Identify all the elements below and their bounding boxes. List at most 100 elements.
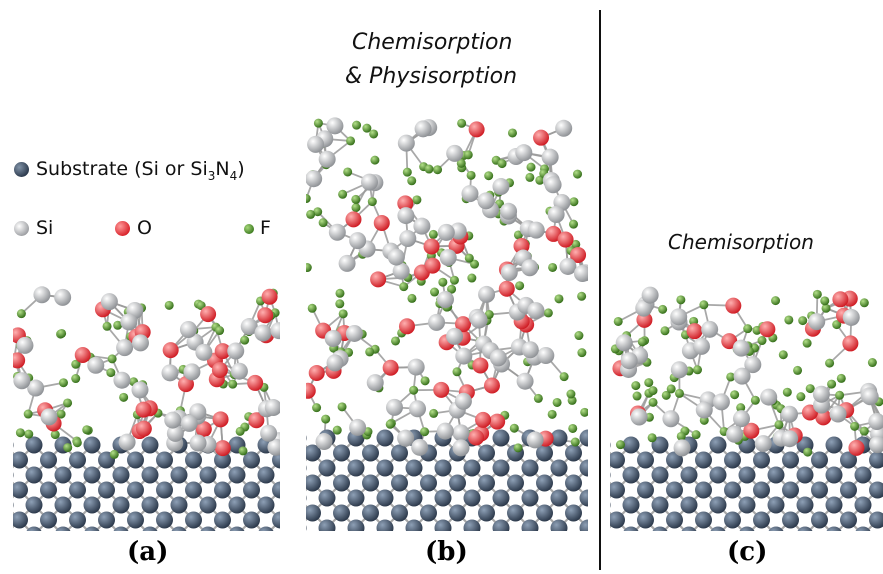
- sub-atom: [565, 474, 582, 492]
- f-atom: [15, 428, 25, 438]
- sub-atom: [869, 451, 883, 469]
- si-atom: [527, 221, 545, 239]
- panel-b-title-line1: Chemisorption: [352, 30, 513, 55]
- f-atom: [338, 189, 348, 199]
- si-atom: [227, 342, 245, 360]
- sub-atom: [521, 489, 539, 507]
- sub-atom: [214, 481, 231, 499]
- f-atom: [72, 438, 82, 448]
- sub-atom: [391, 444, 408, 462]
- sub-atom: [796, 496, 814, 514]
- o-atom: [200, 306, 217, 323]
- f-atom: [559, 372, 569, 382]
- si-atom: [397, 207, 415, 225]
- o-atom: [212, 411, 229, 428]
- f-atom: [802, 338, 812, 348]
- sub-atom: [695, 511, 712, 529]
- si-atom: [500, 202, 518, 220]
- f-atom: [463, 150, 473, 160]
- sub-atom: [13, 451, 28, 469]
- si-atom: [829, 405, 847, 423]
- f-atom: [778, 350, 788, 360]
- f-atom: [827, 379, 837, 389]
- si-atom: [781, 430, 799, 448]
- si-atom: [397, 134, 415, 152]
- si-atom: [454, 392, 472, 410]
- f-atom: [102, 321, 112, 331]
- sub-atom: [13, 472, 14, 478]
- si-atom: [131, 381, 149, 399]
- si-atom: [324, 329, 342, 347]
- f-atom: [365, 347, 375, 357]
- o-atom: [162, 342, 179, 359]
- sub-atom: [610, 481, 625, 499]
- si-atom: [760, 388, 778, 406]
- sub-atom: [112, 496, 130, 514]
- si-atom: [361, 173, 379, 191]
- sub-atom: [869, 481, 883, 499]
- si-atom: [399, 230, 417, 248]
- sub-atom: [579, 429, 588, 447]
- f-atom: [535, 175, 545, 185]
- f-atom: [570, 437, 580, 447]
- sub-atom: [507, 504, 524, 522]
- f-atom: [307, 303, 317, 313]
- si-atom: [635, 299, 653, 317]
- si-atom: [436, 422, 454, 440]
- sub-atom: [54, 496, 72, 514]
- f-atom: [215, 326, 225, 336]
- sub-atom: [306, 495, 307, 501]
- sub-atom: [710, 526, 726, 531]
- o-atom: [345, 211, 362, 228]
- si-atom-icon: [14, 221, 29, 236]
- sub-atom: [376, 489, 394, 507]
- f-atom: [661, 390, 671, 400]
- sub-atom: [854, 496, 872, 514]
- f-atom: [352, 120, 362, 130]
- sub-atom: [796, 466, 814, 484]
- f-atom: [867, 358, 877, 368]
- o-atom: [308, 364, 325, 381]
- f-atom: [568, 423, 578, 433]
- atoms-layer: [306, 117, 588, 531]
- si-atom: [397, 429, 415, 447]
- f-atom: [571, 239, 581, 249]
- si-atom: [387, 248, 405, 266]
- sub-atom: [258, 526, 274, 531]
- f-atom: [648, 397, 658, 407]
- f-atom: [548, 262, 558, 272]
- si-atom: [409, 400, 427, 418]
- f-atom-icon: [244, 224, 254, 234]
- sub-atom: [666, 451, 683, 469]
- f-atom: [58, 378, 68, 388]
- sub-atom: [695, 481, 712, 499]
- sub-atom: [376, 459, 394, 477]
- f-atom: [835, 390, 845, 400]
- sub-atom: [170, 466, 188, 484]
- si-atom: [392, 262, 410, 280]
- o-atom: [721, 333, 738, 350]
- si-atom: [270, 322, 280, 340]
- si-atom: [16, 336, 34, 354]
- sub-atom: [767, 496, 785, 514]
- si-atom: [527, 302, 545, 320]
- f-atom: [407, 293, 417, 303]
- sub-atom: [622, 436, 640, 454]
- legend-substrate-label: Substrate (Si or Si3N4): [36, 158, 245, 183]
- sub-atom: [185, 451, 202, 469]
- si-atom: [87, 356, 105, 374]
- sub-atom: [420, 504, 437, 522]
- si-atom: [315, 433, 333, 451]
- f-atom: [648, 386, 658, 396]
- sub-atom: [69, 481, 86, 499]
- si-atom: [411, 438, 429, 456]
- sub-atom: [709, 496, 727, 514]
- f-atom: [577, 291, 587, 301]
- sub-atom: [738, 436, 756, 454]
- f-atom: [497, 159, 507, 169]
- sub-atom: [25, 466, 43, 484]
- si-atom: [500, 264, 518, 282]
- sub-atom: [695, 451, 712, 469]
- si-atom: [179, 321, 197, 339]
- f-atom: [674, 388, 684, 398]
